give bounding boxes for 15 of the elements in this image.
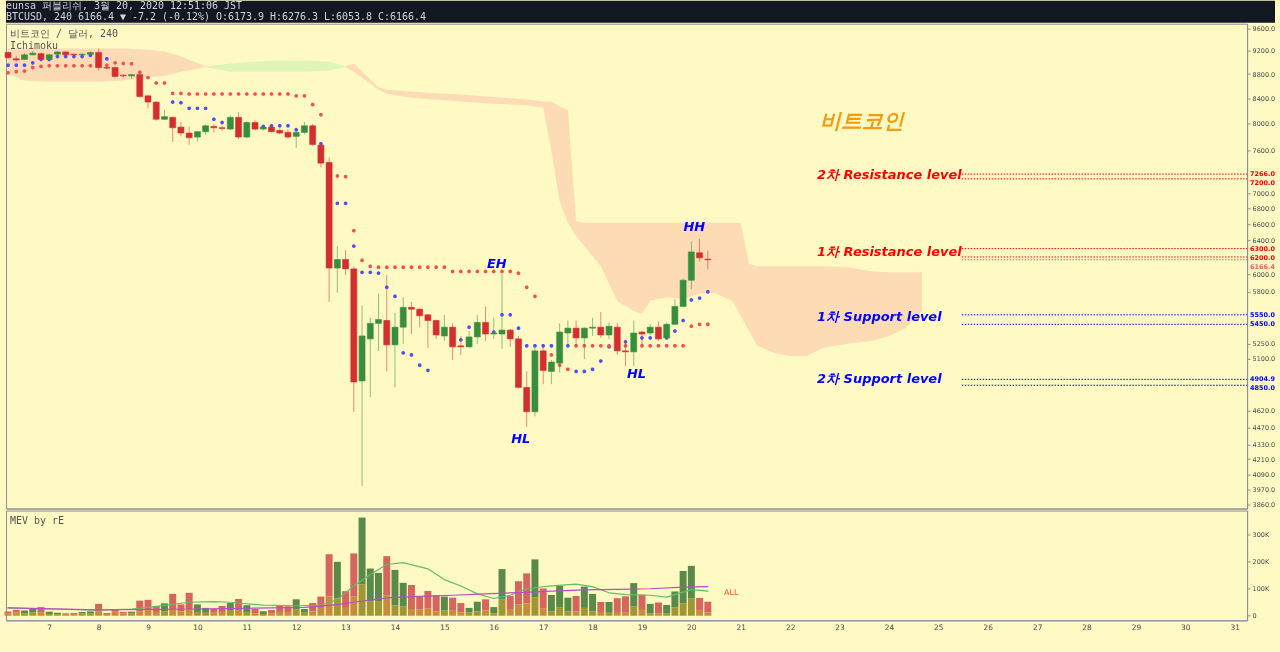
annotation: 2차 Resistance level (817, 167, 963, 183)
text: BTCUSD, 240 6166.4 ▼ -7.2 (-0.12%) O:6173.9 H:6276.3 L:6053.8 C:6166.4 (5, 11, 427, 23)
annotation: ALL (724, 588, 740, 598)
annotation: 비트코인 (819, 109, 906, 134)
annotation: HL (626, 365, 647, 381)
annotation: HL (511, 430, 531, 446)
annotation: 2차 Support level (817, 370, 943, 386)
annotation: 1차 Support level (817, 308, 943, 324)
chart-title: MEV by rE (9, 514, 64, 526)
text: Ichimoku (9, 39, 58, 51)
annotation: EH (486, 256, 507, 272)
annotation: 1차 Resistance level (817, 244, 963, 260)
text: eunsa 퍼블리쉬, 3월 20, 2020 12:51:06 JST (5, 0, 243, 12)
chart-title: 비트코인 / 달러, 240 (9, 27, 118, 39)
annotation: HH (683, 219, 706, 235)
